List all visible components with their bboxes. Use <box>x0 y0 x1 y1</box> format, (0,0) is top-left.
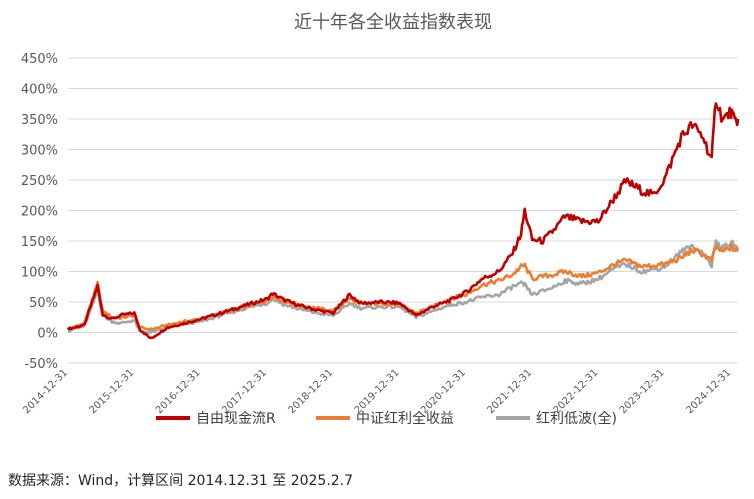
x-tick-label: 2024-12-31 <box>684 367 733 416</box>
y-tick-label: 0% <box>37 327 58 342</box>
series-line <box>66 102 740 340</box>
x-tick-label: 2023-12-31 <box>618 367 667 416</box>
x-tick-label: 2017-12-31 <box>220 367 269 416</box>
y-tick-label: 300% <box>21 144 58 159</box>
legend-label: 红利低波(全) <box>536 410 617 427</box>
x-tick-label: 2019-12-31 <box>353 367 402 416</box>
y-tick-label: 100% <box>21 266 58 281</box>
y-tick-label: 150% <box>21 235 58 250</box>
x-tick-label: 2021-12-31 <box>485 367 534 416</box>
y-tick-label: 250% <box>21 174 58 189</box>
chart-title: 近十年各全收益指数表现 <box>294 12 492 33</box>
legend-label: 自由现金流R <box>196 411 276 427</box>
y-tick-label: -50% <box>24 357 58 372</box>
legend-label: 中证红利全收益 <box>356 410 454 427</box>
series-line <box>67 243 740 332</box>
y-tick-label: 400% <box>21 83 58 98</box>
legend: 自由现金流R 中证红利全收益 红利低波(全) <box>156 410 617 427</box>
x-tick-label: 2016-12-31 <box>154 367 203 416</box>
line-chart: 近十年各全收益指数表现 -50% 0% 50% 100% 150% 200% 250% 300… <box>21 12 740 427</box>
y-tick-label: 50% <box>29 296 58 311</box>
x-tick-label: 2022-12-31 <box>552 367 601 416</box>
series-lines <box>66 102 740 340</box>
y-axis-ticks: -50% 0% 50% 100% 150% 200% 250% 300% 350% 400% 450… <box>21 52 58 372</box>
series-line <box>67 239 740 335</box>
x-axis-ticks: 2014-12-31 2015-12-31 2016-12-31 2017-12-31… <box>21 367 733 416</box>
gridlines <box>68 57 738 364</box>
y-tick-label: 200% <box>21 205 58 220</box>
x-tick-label: 2014-12-31 <box>21 367 70 416</box>
x-tick-label: 2020-12-31 <box>419 367 468 416</box>
y-tick-label: 450% <box>21 52 58 67</box>
source-note: 数据来源：Wind，计算区间 2014.12.31 至 2025.2.7 <box>8 473 354 489</box>
x-tick-label: 2018-12-31 <box>286 367 335 416</box>
y-tick-label: 350% <box>21 113 58 128</box>
x-tick-label: 2015-12-31 <box>87 367 136 416</box>
